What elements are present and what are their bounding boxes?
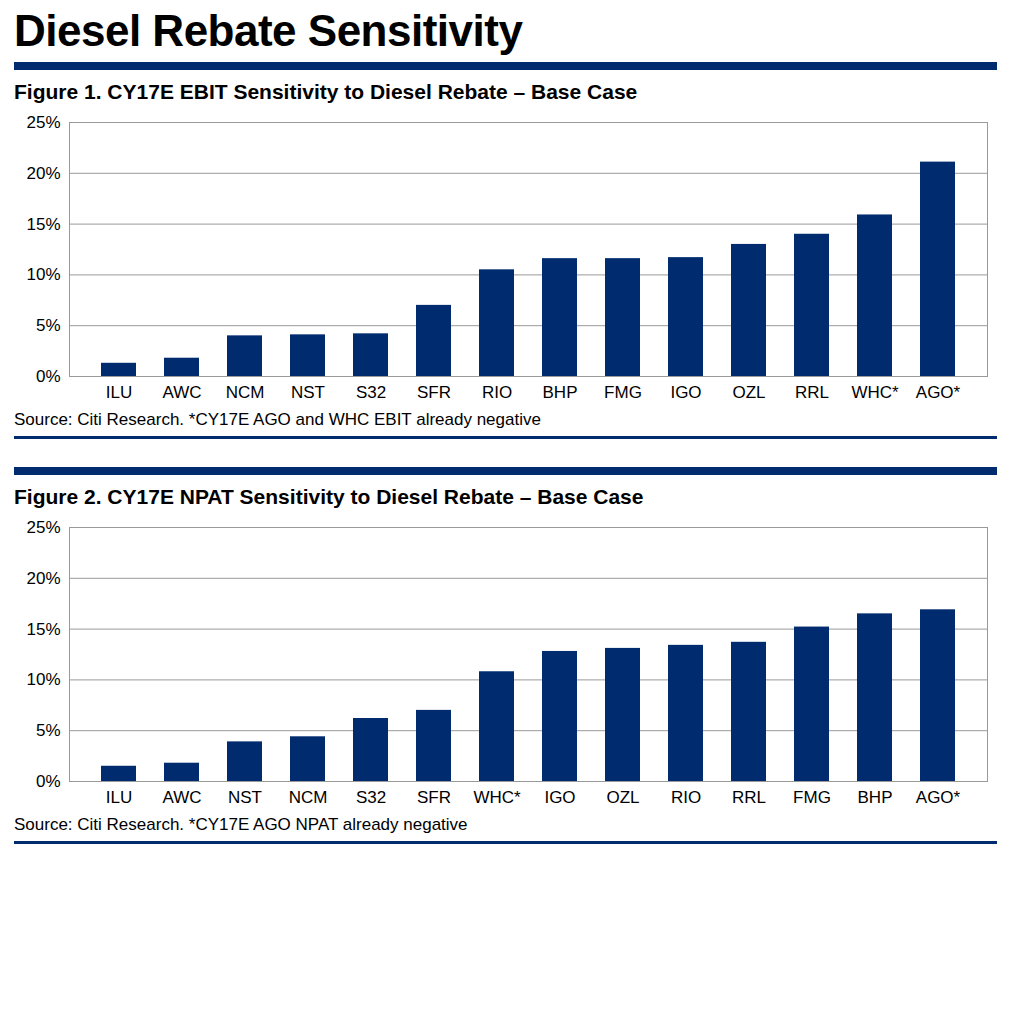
svg-text:15%: 15% — [26, 620, 60, 639]
svg-text:RRL: RRL — [732, 788, 766, 807]
svg-text:25%: 25% — [26, 113, 60, 132]
svg-text:10%: 10% — [26, 265, 60, 284]
svg-text:NST: NST — [228, 788, 262, 807]
html-text:Source: Citi Research. *CY17E: Source: Citi Research. *CY17E AGO and WH… — [14, 410, 541, 429]
html-text:Figure 2. CY17E NPAT Sensitivi: Figure 2. CY17E NPAT Sensitivity to Dies… — [14, 485, 644, 508]
svg-text:ILU: ILU — [106, 383, 132, 402]
svg-text:0%: 0% — [36, 772, 61, 791]
svg-text:RIO: RIO — [671, 788, 701, 807]
svg-text:SFR: SFR — [417, 383, 451, 402]
svg-text:SFR: SFR — [417, 788, 451, 807]
html-text:Diesel Rebate Sensitivity: Diesel Rebate Sensitivity — [14, 6, 523, 55]
svg-text:BHP: BHP — [543, 383, 578, 402]
svg-text:0%: 0% — [36, 367, 61, 386]
svg-text:WHC*: WHC* — [473, 788, 521, 807]
svg-text:NCM: NCM — [289, 788, 328, 807]
svg-text:S32: S32 — [356, 383, 386, 402]
svg-text:IGO: IGO — [544, 788, 575, 807]
svg-text:RIO: RIO — [482, 383, 512, 402]
svg-text:FMG: FMG — [793, 788, 831, 807]
svg-text:FMG: FMG — [604, 383, 642, 402]
svg-text:10%: 10% — [26, 670, 60, 689]
svg-text:NST: NST — [291, 383, 325, 402]
svg-text:AGO*: AGO* — [916, 788, 961, 807]
svg-text:RRL: RRL — [795, 383, 829, 402]
svg-text:OZL: OZL — [732, 383, 765, 402]
svg-text:NCM: NCM — [226, 383, 265, 402]
svg-text:20%: 20% — [26, 164, 60, 183]
svg-text:AWC: AWC — [162, 788, 201, 807]
svg-text:AWC: AWC — [162, 383, 201, 402]
svg-text:BHP: BHP — [858, 788, 893, 807]
svg-text:S32: S32 — [356, 788, 386, 807]
svg-text:ILU: ILU — [106, 788, 132, 807]
svg-text:15%: 15% — [26, 215, 60, 234]
svg-text:OZL: OZL — [606, 788, 639, 807]
svg-text:20%: 20% — [26, 569, 60, 588]
svg-text:AGO*: AGO* — [916, 383, 961, 402]
html-text:Figure 1. CY17E EBIT Sensitivi: Figure 1. CY17E EBIT Sensitivity to Dies… — [14, 80, 638, 103]
svg-text:25%: 25% — [26, 518, 60, 537]
svg-text:5%: 5% — [36, 316, 61, 335]
svg-text:WHC*: WHC* — [851, 383, 899, 402]
html-text:Source: Citi Research. *CY17E: Source: Citi Research. *CY17E AGO NPAT a… — [14, 815, 468, 834]
svg-text:5%: 5% — [36, 721, 61, 740]
svg-text:IGO: IGO — [670, 383, 701, 402]
